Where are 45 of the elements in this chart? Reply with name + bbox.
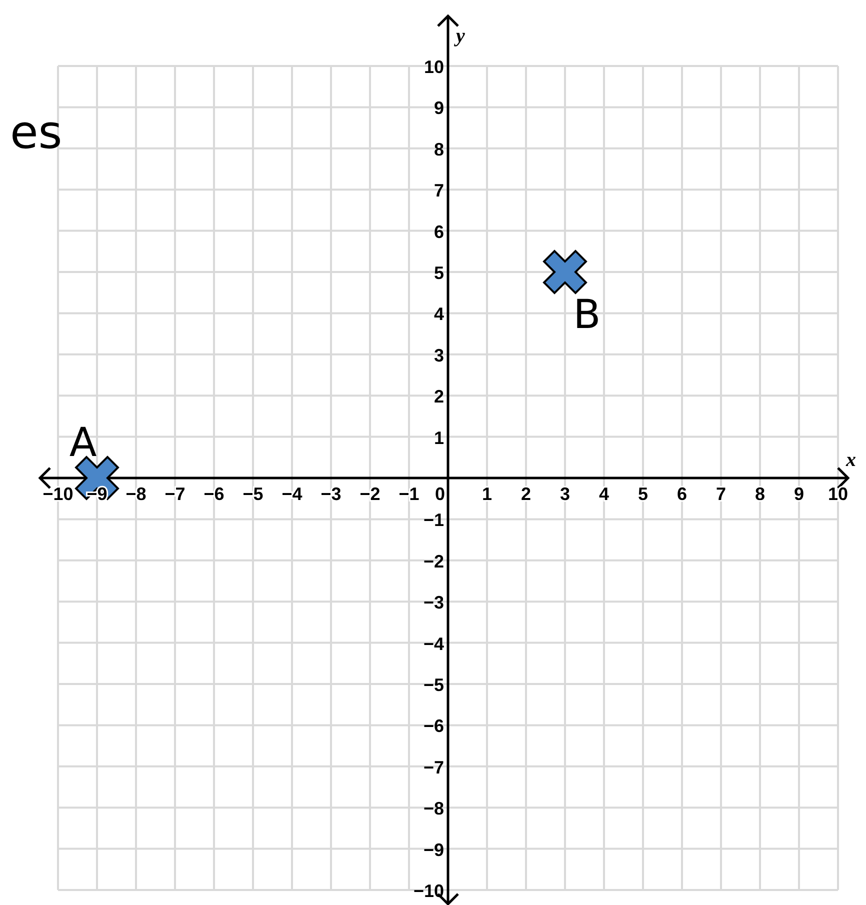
y-tick-label: 10 (424, 57, 444, 77)
x-axis-title: x (845, 449, 856, 471)
y-tick-label: −6 (423, 716, 444, 736)
y-tick-label: −4 (423, 634, 444, 654)
x-tick-label: 8 (754, 484, 766, 504)
x-tick-label: 6 (676, 484, 688, 504)
y-axis-title: y (454, 25, 465, 47)
y-tick-label: 4 (434, 304, 444, 324)
x-tick-label: 2 (520, 484, 532, 504)
y-tick-label: −2 (423, 551, 444, 572)
x-tick-label: −2 (360, 484, 380, 504)
x-tick-label: −7 (164, 484, 186, 504)
y-tick-label: 2 (434, 386, 444, 407)
y-tick-label: −5 (423, 675, 444, 695)
annotation: es (10, 105, 62, 159)
x-tick-label: 9 (794, 484, 804, 504)
y-tick-label: 3 (434, 345, 444, 366)
y-tick-label: 5 (434, 263, 444, 283)
y-tick-label: 9 (434, 98, 444, 118)
y-tick-label: 7 (434, 180, 444, 201)
x-tick-label: 5 (638, 484, 648, 504)
y-tick-label: −1 (423, 510, 444, 530)
x-tick-label: −3 (320, 484, 342, 504)
y-tick-label: 8 (434, 139, 444, 160)
x-tick-label: 4 (598, 484, 610, 504)
series-label: B (573, 292, 601, 338)
series-label: A (69, 420, 98, 466)
y-tick-label: −3 (423, 592, 444, 613)
y-tick-label: −9 (423, 840, 444, 860)
x-tick-label: −6 (204, 484, 224, 504)
x-tick-label: −10 (42, 484, 74, 504)
x-tick-label: −5 (242, 484, 264, 504)
x-tick-label: 7 (716, 484, 726, 504)
y-tick-label: −10 (413, 881, 444, 901)
x-tick-label: −4 (282, 484, 302, 504)
x-tick-label: 0 (434, 484, 446, 504)
x-tick-label: −1 (398, 484, 420, 504)
y-tick-label: −8 (423, 798, 444, 819)
x-tick-label: 10 (828, 484, 848, 504)
x-tick-label: 3 (560, 484, 570, 504)
x-tick-label: 1 (482, 484, 492, 504)
y-tick-label: 1 (434, 428, 444, 448)
x-tick-label: −8 (126, 484, 146, 504)
y-tick-label: 6 (434, 222, 444, 242)
y-tick-label: −7 (423, 757, 444, 778)
